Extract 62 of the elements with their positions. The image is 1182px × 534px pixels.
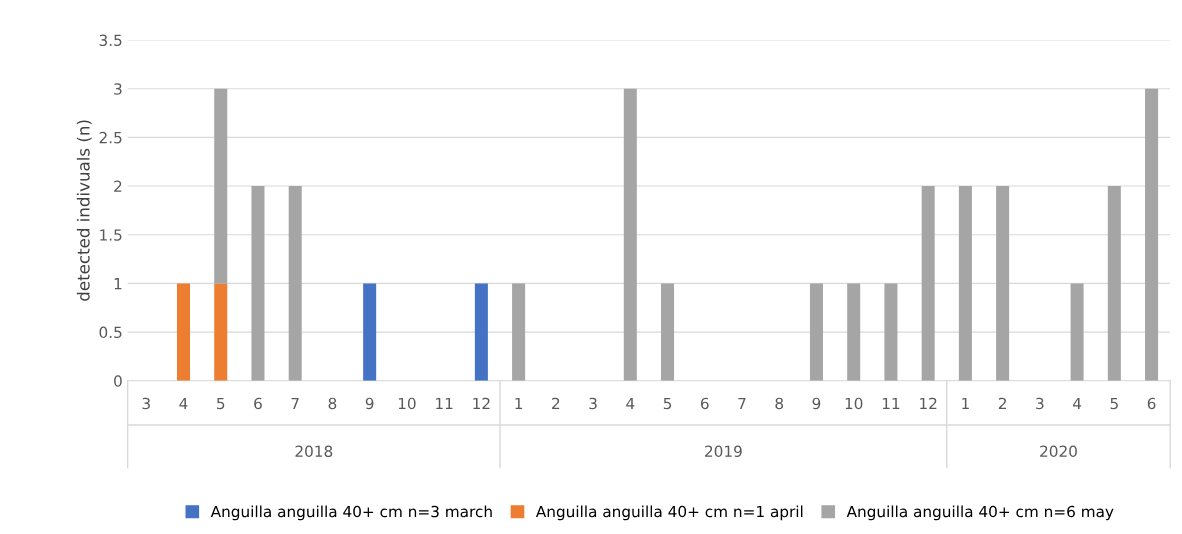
y-tick-label: 1.5 <box>100 229 122 241</box>
x-tick-label: 3 <box>142 397 150 410</box>
bar <box>512 283 526 381</box>
legend-label: Anguilla anguilla 40+ cm n=6 may <box>846 505 1114 521</box>
bar <box>1145 88 1159 381</box>
x-tick-label: 10 <box>398 397 416 410</box>
y-tick-label: 2.5 <box>99 131 122 144</box>
bar <box>288 186 302 381</box>
bar <box>176 283 191 381</box>
x-tick-label: 8 <box>328 397 337 410</box>
bar <box>1107 186 1121 381</box>
x-tick-label: 11 <box>436 397 453 410</box>
bar <box>363 283 377 381</box>
y-tick-label: 1 <box>114 278 122 290</box>
bar <box>958 186 972 381</box>
x-tick-label: 3 <box>1036 397 1044 410</box>
x-tick-label: 6 <box>254 397 262 410</box>
bar <box>474 283 488 381</box>
x-tick-label: 9 <box>365 397 374 410</box>
x-tick-label: 4 <box>626 397 635 410</box>
bar <box>214 283 228 381</box>
bar <box>661 283 675 381</box>
text: 2020 <box>1040 445 1077 458</box>
x-tick-label: 10 <box>845 397 863 410</box>
x-tick-label: 5 <box>663 397 672 410</box>
bar <box>847 283 861 381</box>
y-axis-title: detected indivuals (n) <box>76 120 92 301</box>
x-tick-label: 1 <box>515 397 523 410</box>
bar <box>1070 283 1084 381</box>
y-tick-label: 0.5 <box>99 326 122 339</box>
legend-label: Anguilla anguilla 40+ cm n=3 march <box>210 505 492 521</box>
bar <box>214 88 228 284</box>
x-tick-label: 12 <box>920 397 937 410</box>
x-tick-label: 5 <box>217 397 225 410</box>
x-tick-label: 5 <box>1110 397 1118 410</box>
x-tick-label: 7 <box>291 397 299 410</box>
y-tick-label: 0 <box>114 375 122 387</box>
legend-label: Anguilla anguilla 40+ cm n=1 april <box>535 505 803 521</box>
x-tick-label: 6 <box>700 397 709 410</box>
x-tick-label: 11 <box>882 397 900 410</box>
y-tick-label: 3.5 <box>99 34 122 47</box>
x-tick-label: 6 <box>1147 397 1156 410</box>
bar <box>809 283 823 381</box>
y-tick-label: 3 <box>114 83 122 95</box>
bar <box>623 88 637 381</box>
x-tick-label: 1 <box>962 397 969 410</box>
text: 2019 <box>705 445 742 458</box>
x-tick-label: 12 <box>473 397 490 410</box>
x-tick-label: 2 <box>998 397 1006 410</box>
y-tick-label: 2 <box>114 180 122 192</box>
x-tick-label: 7 <box>738 397 746 410</box>
bar <box>251 186 265 381</box>
x-tick-label: 4 <box>1072 397 1082 410</box>
bar <box>884 283 898 381</box>
text: 2018 <box>295 445 333 458</box>
x-tick-label: 9 <box>812 397 821 410</box>
x-tick-label: 4 <box>179 397 188 410</box>
x-tick-label: 2 <box>552 397 560 410</box>
bar <box>996 186 1010 381</box>
x-tick-label: 3 <box>589 397 597 410</box>
x-tick-label: 8 <box>775 397 784 410</box>
bar <box>921 186 935 381</box>
